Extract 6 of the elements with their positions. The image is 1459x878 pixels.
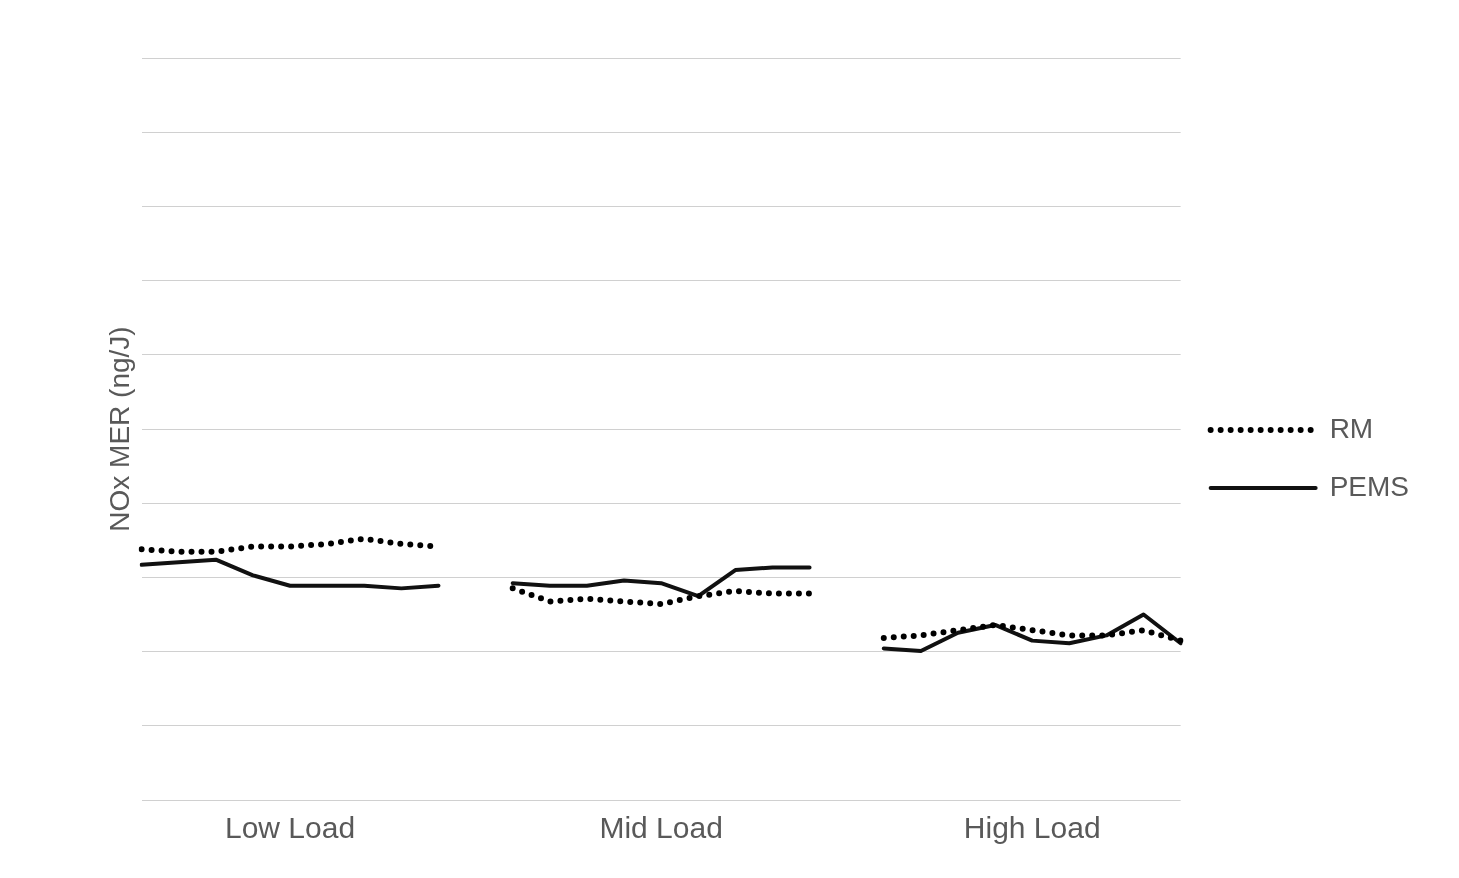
legend-label: RM — [1329, 412, 1374, 444]
legend-label: PEMS — [1329, 470, 1410, 502]
x-tick-label: Mid Load — [599, 811, 723, 845]
y-axis-title: NOx MER (ng/J) — [103, 326, 135, 532]
x-tick-label: High Load — [963, 811, 1101, 845]
x-tick-label: Low Load — [224, 811, 356, 845]
